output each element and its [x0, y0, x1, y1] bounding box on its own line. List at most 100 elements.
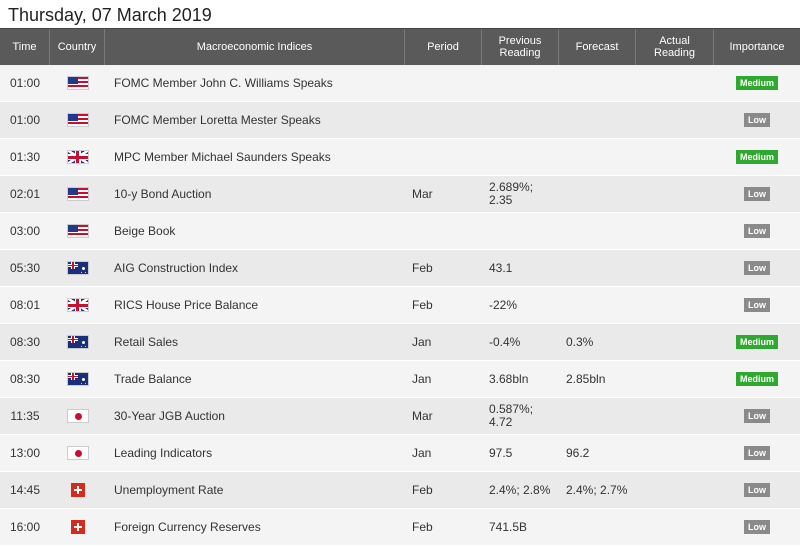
event-time: 02:01	[9, 187, 41, 201]
event-name[interactable]: 10-y Bond Auction	[114, 187, 212, 201]
country-cell	[50, 102, 105, 138]
uk-flag-icon	[66, 298, 89, 312]
forecast-value	[559, 139, 636, 175]
economic-calendar-table: Time Country Macroeconomic Indices Perio…	[0, 28, 800, 546]
event-name[interactable]: Unemployment Rate	[114, 483, 224, 497]
event-period: Feb	[412, 520, 433, 534]
event-name[interactable]: 30-Year JGB Auction	[114, 409, 225, 423]
country-cell	[50, 176, 105, 212]
event-period: Mar	[412, 409, 433, 423]
au-flag-icon	[66, 372, 89, 386]
importance-badge: Low	[744, 298, 770, 312]
forecast-value	[559, 287, 636, 323]
table-row[interactable]: 01:30 MPC Member Michael Saunders Speaks M…	[0, 139, 800, 176]
actual-reading	[636, 102, 714, 138]
table-row[interactable]: 13:00 Leading Indicators Jan 97.5 96.2 Low	[0, 435, 800, 472]
previous-reading: 97.5	[489, 445, 513, 460]
event-name[interactable]: FOMC Member John C. Williams Speaks	[114, 76, 333, 90]
event-period: Jan	[412, 372, 432, 386]
country-cell	[50, 324, 105, 360]
importance-badge: Medium	[735, 372, 778, 386]
event-name[interactable]: FOMC Member Loretta Mester Speaks	[114, 113, 321, 127]
actual-reading	[636, 250, 714, 286]
event-time: 08:30	[9, 372, 41, 386]
jp-flag-icon	[66, 446, 89, 460]
importance-cell: Medium	[714, 139, 800, 175]
importance-cell: Medium	[714, 324, 800, 360]
event-name[interactable]: AIG Construction Index	[114, 261, 239, 275]
importance-badge: Low	[744, 224, 770, 238]
ch-flag-icon	[70, 483, 85, 497]
event-name[interactable]: Leading Indicators	[114, 446, 213, 460]
actual-reading	[636, 435, 714, 471]
importance-cell: Low	[714, 287, 800, 323]
actual-reading	[636, 361, 714, 397]
event-period	[405, 139, 482, 175]
event-name[interactable]: Retail Sales	[114, 335, 179, 349]
header-period: Period	[405, 29, 482, 65]
forecast-value	[559, 250, 636, 286]
previous-reading: 43.1	[489, 260, 513, 275]
importance-cell: Medium	[714, 361, 800, 397]
actual-reading	[636, 213, 714, 249]
event-name[interactable]: MPC Member Michael Saunders Speaks	[114, 150, 331, 164]
event-name[interactable]: Foreign Currency Reserves	[114, 520, 261, 534]
uk-flag-icon	[66, 150, 89, 164]
au-flag-icon	[66, 335, 89, 349]
actual-reading	[636, 139, 714, 175]
importance-cell: Low	[714, 176, 800, 212]
table-header: Time Country Macroeconomic Indices Perio…	[0, 28, 800, 65]
importance-badge: Low	[744, 520, 770, 534]
header-country: Country	[50, 29, 105, 65]
table-row[interactable]: 08:30 Retail Sales Jan -0.4% 0.3% Medium	[0, 324, 800, 361]
event-name[interactable]: Trade Balance	[114, 372, 192, 386]
country-cell	[50, 213, 105, 249]
importance-cell: Low	[714, 250, 800, 286]
actual-reading	[636, 472, 714, 508]
event-period: Jan	[412, 446, 432, 460]
table-row[interactable]: 01:00 FOMC Member John C. Williams Speaks…	[0, 65, 800, 102]
previous-reading: -22%	[489, 297, 518, 312]
forecast-value	[559, 213, 636, 249]
forecast-value: 2.4%; 2.7%	[566, 483, 628, 497]
page-title: Thursday, 07 March 2019	[8, 5, 212, 25]
table-row[interactable]: 01:00 FOMC Member Loretta Mester Speaks Lo…	[0, 102, 800, 139]
event-period: Feb	[412, 483, 433, 497]
event-time: 14:45	[9, 483, 41, 497]
event-name[interactable]: RICS House Price Balance	[114, 298, 259, 312]
forecast-value	[559, 398, 636, 434]
table-row[interactable]: 08:30 Trade Balance Jan 3.68bln 2.85bln Mediu…	[0, 361, 800, 398]
jp-flag-icon	[66, 409, 89, 423]
event-time: 03:00	[9, 224, 41, 238]
header-actual: Actual Reading	[636, 29, 714, 65]
importance-cell: Low	[714, 435, 800, 471]
event-name[interactable]: Beige Book	[114, 224, 176, 238]
table-row[interactable]: 14:45 Unemployment Rate Feb 2.4%; 2.8% 2.4%;…	[0, 472, 800, 509]
importance-badge: Low	[744, 409, 770, 423]
previous-reading: 0.587%; 4.72	[489, 402, 534, 429]
event-time: 08:01	[9, 298, 41, 312]
event-period	[405, 213, 482, 249]
importance-cell: Low	[714, 102, 800, 138]
previous-reading	[482, 213, 559, 249]
table-row[interactable]: 08:01 RICS House Price Balance Feb -22% Low	[0, 287, 800, 324]
event-time: 01:00	[9, 113, 41, 127]
event-period: Feb	[412, 298, 433, 312]
forecast-value	[559, 176, 636, 212]
previous-reading	[482, 65, 559, 101]
table-row[interactable]: 03:00 Beige Book Low	[0, 213, 800, 250]
table-row[interactable]: 16:00 Foreign Currency Reserves Feb 741.5B L…	[0, 509, 800, 546]
us-flag-icon	[66, 76, 89, 90]
table-row[interactable]: 11:35 30-Year JGB Auction Mar 0.587%; 4.72 L…	[0, 398, 800, 435]
header-previous: Previous Reading	[482, 29, 559, 65]
importance-cell: Low	[714, 398, 800, 434]
table-row[interactable]: 05:30 AIG Construction Index Feb 43.1 Low	[0, 250, 800, 287]
us-flag-icon	[66, 224, 89, 238]
header-indices: Macroeconomic Indices	[105, 29, 405, 65]
previous-reading	[482, 139, 559, 175]
forecast-value	[559, 102, 636, 138]
table-row[interactable]: 02:01 10-y Bond Auction Mar 2.689%; 2.35 Low	[0, 176, 800, 213]
event-period	[405, 65, 482, 101]
event-time: 16:00	[9, 520, 41, 534]
forecast-value	[559, 509, 636, 545]
